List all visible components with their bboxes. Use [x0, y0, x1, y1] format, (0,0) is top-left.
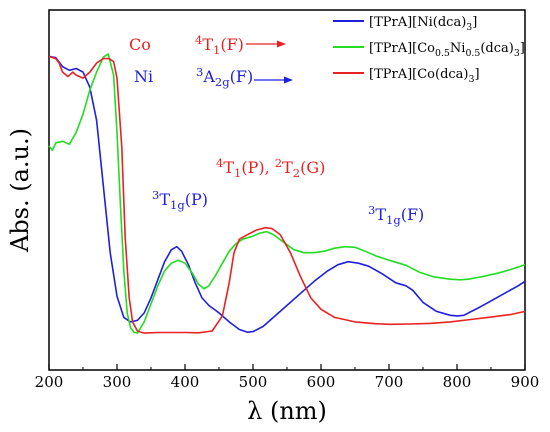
annotations: Co Ni 4T1(F) 3A2g(F) 3T1g(P) 4T1(P), 2T2(G) 3T…	[129, 33, 424, 227]
label-co: Co	[129, 35, 151, 54]
label-co-transition: 4T1(F)	[195, 33, 244, 57]
x-tick-label: 800	[443, 373, 472, 391]
label-peak-co: 4T1(P), 2T2(G)	[216, 156, 325, 180]
legend-label: [TPrA][Ni(dca)3]	[369, 15, 477, 33]
legend-label: [TPrA][Co0.5Ni0.5(dca)3]	[369, 41, 525, 59]
arrow-co	[246, 40, 286, 48]
x-tick-label: 300	[103, 373, 132, 391]
series-line-1	[48, 55, 526, 333]
series-line-3	[48, 55, 526, 334]
label-ni-transition: 3A2g(F)	[196, 65, 253, 89]
x-tick-label: 200	[35, 373, 64, 391]
series-line-2	[48, 53, 526, 334]
x-axis-ticks: 200 300 400 500 600 700 800 900	[35, 364, 540, 391]
y-axis-title: Abs. (a.u.)	[6, 128, 34, 253]
label-peak-ni-vis: 3T1g(F)	[368, 203, 424, 227]
label-ni: Ni	[134, 67, 153, 86]
arrow-ni	[254, 76, 293, 84]
x-axis-title: λ (nm)	[247, 397, 327, 425]
x-tick-label: 700	[375, 373, 404, 391]
x-tick-label: 600	[307, 373, 336, 391]
x-tick-label: 900	[511, 373, 540, 391]
legend: [TPrA][Ni(dca)3] [TPrA][Co0.5Ni0.5(dca)3]…	[333, 15, 525, 85]
x-tick-label: 500	[239, 373, 268, 391]
x-tick-label: 400	[171, 373, 200, 391]
legend-label: [TPrA][Co(dca)3]	[369, 67, 480, 85]
label-peak-ni-uv: 3T1g(P)	[152, 188, 208, 212]
series-lines	[48, 53, 526, 334]
